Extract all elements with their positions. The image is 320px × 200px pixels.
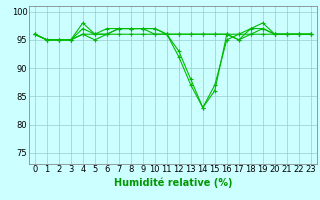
X-axis label: Humidité relative (%): Humidité relative (%) — [114, 177, 232, 188]
